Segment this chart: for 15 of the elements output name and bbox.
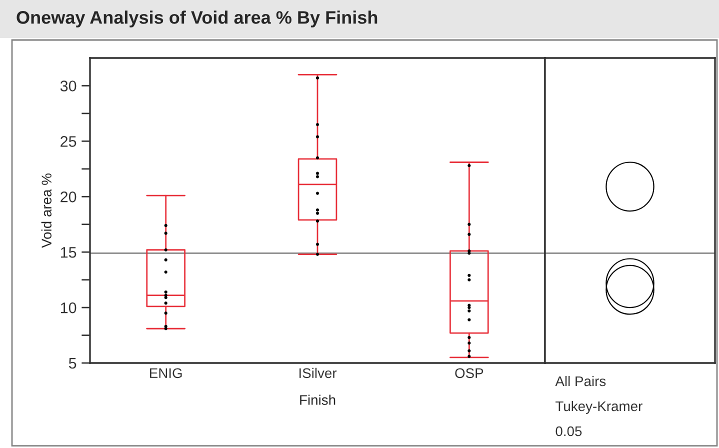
x-tick-label: ENIG [150,368,182,378]
y-tick-label: 10 [60,302,76,314]
chart-title: Oneway Analysis of Void area % By Finish [16,10,378,28]
y-tick-label: 20 [60,192,76,202]
x-axis-title: Finish [300,394,336,405]
y-tick-label: 30 [60,80,76,92]
text: Tukey-Kramer [556,400,642,414]
y-tick-label: 15 [60,247,76,258]
text: 0.05 [556,426,582,436]
x-tick-label: OSP [455,368,484,378]
y-tick-label: 5 [68,358,76,369]
y-tick-label: 25 [60,136,76,147]
x-tick-label: ISilver [299,368,337,378]
y-axis-title: Void area % [41,174,52,248]
text: All Pairs [555,376,606,386]
